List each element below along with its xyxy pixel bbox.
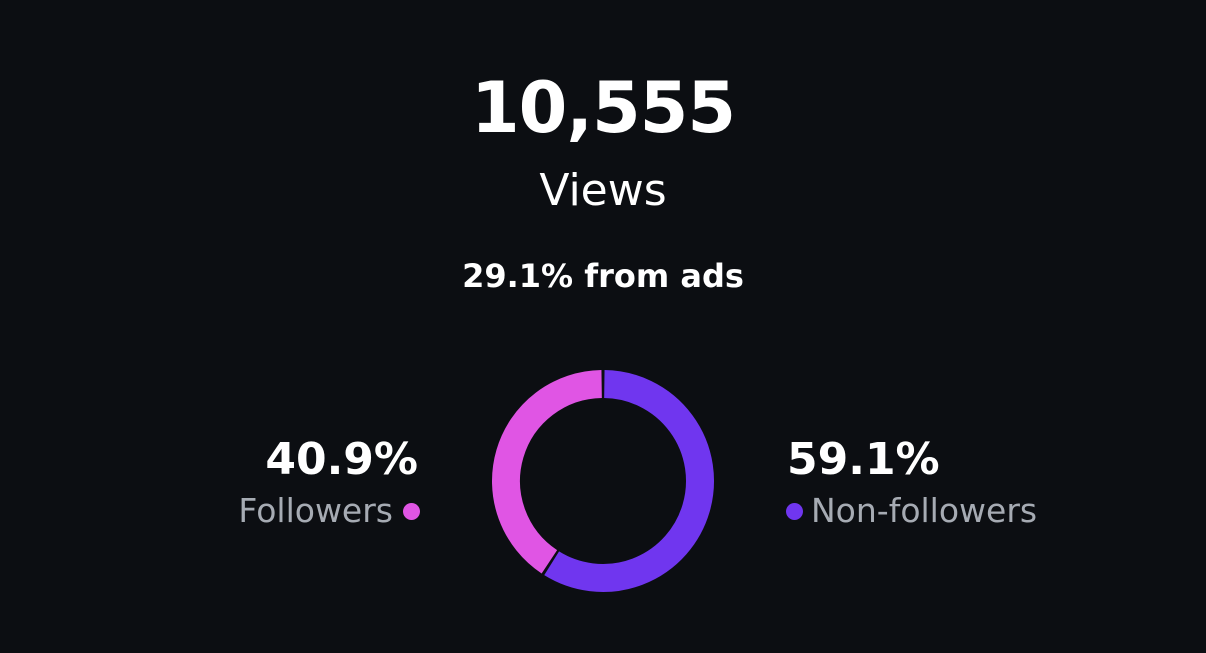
non-followers-dot-icon	[786, 502, 803, 520]
views-label: Views	[539, 165, 667, 216]
non-followers-legend: Non-followers	[786, 490, 1037, 532]
non-followers-percent: 59.1%	[787, 434, 940, 485]
donut-slice-followers	[492, 370, 603, 574]
views-total: 10,555	[470, 67, 736, 149]
followers-label: Followers	[238, 491, 393, 530]
views-donut-chart	[492, 370, 714, 592]
followers-dot-icon	[403, 502, 420, 520]
non-followers-label: Non-followers	[811, 491, 1038, 530]
ads-share-text: 29.1% from ads	[462, 257, 744, 295]
followers-percent: 40.9%	[265, 434, 418, 485]
donut-slice-non-followers	[544, 370, 714, 592]
followers-legend: Followers	[238, 490, 420, 532]
